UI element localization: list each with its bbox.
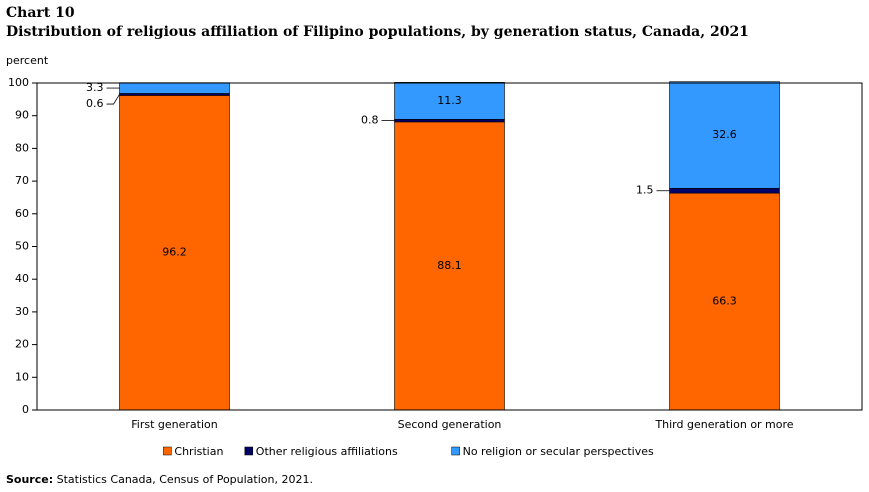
legend-swatch [244,446,254,456]
data-label: 96.2 [162,246,187,259]
data-label: 66.3 [712,295,737,308]
data-label: 3.3 [86,81,104,94]
source-text: Statistics Canada, Census of Population,… [57,473,313,486]
y-tick-label: 100 [8,76,29,89]
data-label: 11.3 [437,94,462,107]
data-label: 0.6 [86,97,104,110]
y-tick-label: 50 [15,240,29,253]
x-tick-label: First generation [131,418,217,431]
data-label: 32.6 [712,128,737,141]
bar-segment [119,95,230,411]
bar-segment [669,192,780,411]
bar-segment [669,81,780,189]
x-tick-label: Second generation [398,418,502,431]
bar-segment [394,121,505,411]
y-tick-label: 60 [15,207,29,220]
legend-label: Christian [174,445,223,458]
y-tick-label: 70 [15,174,29,187]
y-tick-label: 0 [22,403,29,416]
bar-segment [119,82,230,94]
bar-segment [394,118,505,123]
y-tick-label: 20 [15,338,29,351]
source: Source: Statistics Canada, Census of Pop… [6,473,313,486]
y-axis-label: percent [6,54,49,67]
data-label: 88.1 [437,259,462,272]
y-tick-label: 30 [15,305,29,318]
y-tick-label: 10 [15,370,29,383]
y-tick-label: 40 [15,272,29,285]
y-tick-label: 90 [15,109,29,122]
chart-subtitle: Distribution of religious affiliation of… [6,24,749,40]
leader-line [106,94,120,105]
legend-label: No religion or secular perspectives [463,445,654,458]
source-label: Source: [6,473,53,486]
chart-title: Chart 10 [6,5,75,21]
legend-label: Other religious affiliations [256,445,398,458]
legend-swatch [451,446,460,456]
y-tick-label: 80 [15,141,29,154]
data-label: 1.5 [636,184,654,197]
data-label: 0.8 [361,114,379,127]
bar-segment [394,82,505,120]
bar-segment [669,187,780,194]
plot-frame [36,82,863,411]
x-tick-label: Third generation or more [654,418,793,431]
legend-swatch [163,446,172,456]
